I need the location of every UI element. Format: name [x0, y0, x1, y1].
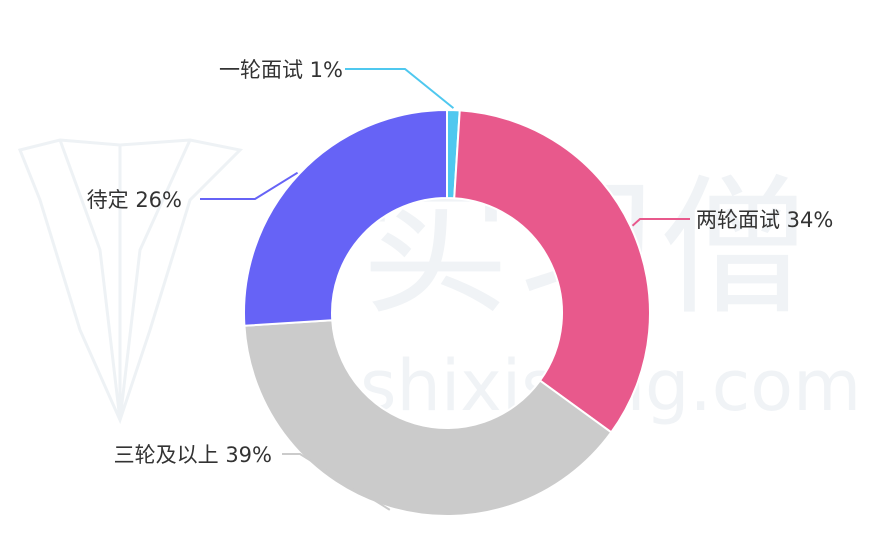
slice-label-4: 待定 26%	[87, 188, 182, 212]
leader-line-3	[282, 453, 391, 511]
watermark-logo-icon	[17, 138, 244, 425]
leader-line-2	[631, 218, 690, 227]
slice-label-1: 一轮面试 1%	[219, 58, 343, 82]
labels-group: 一轮面试 1% 两轮面试 34% 三轮及以上 39% 待定 26%	[87, 58, 834, 467]
slice-label-3: 三轮及以上 39%	[114, 443, 272, 467]
slice-2	[453, 109, 651, 434]
slice-3	[243, 319, 613, 517]
leader-line-1	[345, 68, 455, 109]
leader-lines-group	[200, 68, 690, 511]
slice-label-2: 两轮面试 34%	[696, 208, 833, 232]
slice-4	[243, 108, 448, 327]
leader-line-4	[200, 171, 299, 200]
slices-group	[243, 108, 651, 517]
